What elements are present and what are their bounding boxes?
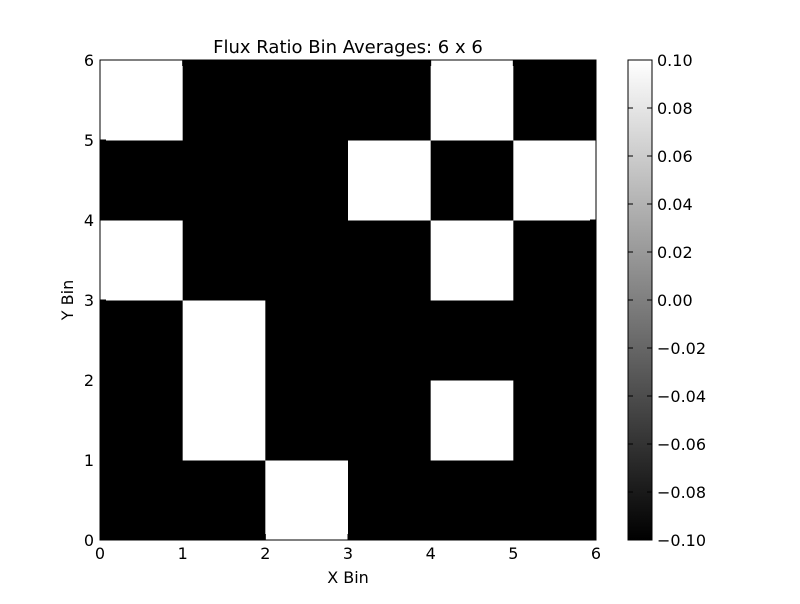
colorbar-tick-label: 0.06 xyxy=(657,147,693,166)
x-axis: 0 1 2 3 4 5 6 xyxy=(95,60,601,563)
heatmap-cell xyxy=(182,60,266,141)
heatmap-cell xyxy=(182,220,266,301)
heatmap-cell xyxy=(513,140,597,221)
heatmap-cell xyxy=(182,140,266,221)
heatmap-cell xyxy=(100,140,184,221)
colorbar-tick-label: 0.08 xyxy=(657,99,693,118)
heatmap-cell xyxy=(430,380,514,461)
y-axis: 0 1 2 3 4 5 6 xyxy=(84,51,596,550)
colorbar-ticks: −0.10 −0.08 −0.06 −0.04 −0.02 0.00 0.02 0.04 0.0… xyxy=(628,51,706,550)
heatmap-cell xyxy=(100,60,184,141)
heatmap-cell xyxy=(513,380,597,461)
heatmap-cell xyxy=(100,220,184,301)
x-tick-label: 5 xyxy=(508,544,518,563)
heatmap-cell xyxy=(430,140,514,221)
colorbar-tick-label: −0.02 xyxy=(657,339,706,358)
x-tick-label: 6 xyxy=(591,544,601,563)
heatmap-cell xyxy=(430,220,514,301)
heatmap-cell xyxy=(430,60,514,141)
colorbar-tick-label: 0.04 xyxy=(657,195,693,214)
x-tick-label: 2 xyxy=(260,544,270,563)
colorbar-tick-label: −0.06 xyxy=(657,435,706,454)
colorbar-tick-label: −0.04 xyxy=(657,387,706,406)
heatmap-cell xyxy=(348,220,432,301)
colorbar-tick-label: −0.08 xyxy=(657,483,706,502)
heatmap-cell xyxy=(513,460,597,541)
y-tick-label: 6 xyxy=(84,51,94,70)
heatmap-cell xyxy=(430,300,514,381)
heatmap-cell xyxy=(182,460,266,541)
colorbar-tick-label: 0.02 xyxy=(657,243,693,262)
y-tick-label: 5 xyxy=(84,131,94,150)
heatmap-cell xyxy=(265,60,349,141)
x-tick-label: 1 xyxy=(178,544,188,563)
heatmap-cell xyxy=(513,220,597,301)
heatmap-cell xyxy=(265,300,349,381)
colorbar-tick-label: 0.00 xyxy=(657,291,693,310)
x-tick-label: 0 xyxy=(95,544,105,563)
y-tick-label: 0 xyxy=(84,531,94,550)
heatmap-cell xyxy=(265,380,349,461)
y-tick-label: 1 xyxy=(84,451,94,470)
x-tick-label: 3 xyxy=(343,544,353,563)
colorbar-tick-label: 0.10 xyxy=(657,51,693,70)
heatmap-cells xyxy=(100,60,597,541)
x-tick-label: 4 xyxy=(426,544,436,563)
y-tick-label: 3 xyxy=(84,291,94,310)
heatmap-cell xyxy=(182,300,266,381)
chart-title: Flux Ratio Bin Averages: 6 x 6 xyxy=(213,37,483,58)
heatmap-cell xyxy=(182,380,266,461)
heatmap-cell xyxy=(100,380,184,461)
x-axis-label: X Bin xyxy=(327,568,369,587)
y-axis-label: Y Bin xyxy=(58,280,77,321)
heatmap-cell xyxy=(265,220,349,301)
heatmap-cell xyxy=(265,460,349,541)
heatmap-cell xyxy=(100,460,184,541)
heatmap-cell xyxy=(348,300,432,381)
heatmap-cell xyxy=(265,140,349,221)
heatmap-cell xyxy=(348,460,432,541)
heatmap-cell xyxy=(348,60,432,141)
heatmap-cell xyxy=(513,300,597,381)
heatmap-cell xyxy=(430,460,514,541)
heatmap-cell xyxy=(513,60,597,141)
y-tick-label: 2 xyxy=(84,371,94,390)
heatmap-cell xyxy=(100,300,184,381)
colorbar-tick-label: −0.10 xyxy=(657,531,706,550)
heatmap-cell xyxy=(348,140,432,221)
y-tick-label: 4 xyxy=(84,211,94,230)
heatmap-cell xyxy=(348,380,432,461)
